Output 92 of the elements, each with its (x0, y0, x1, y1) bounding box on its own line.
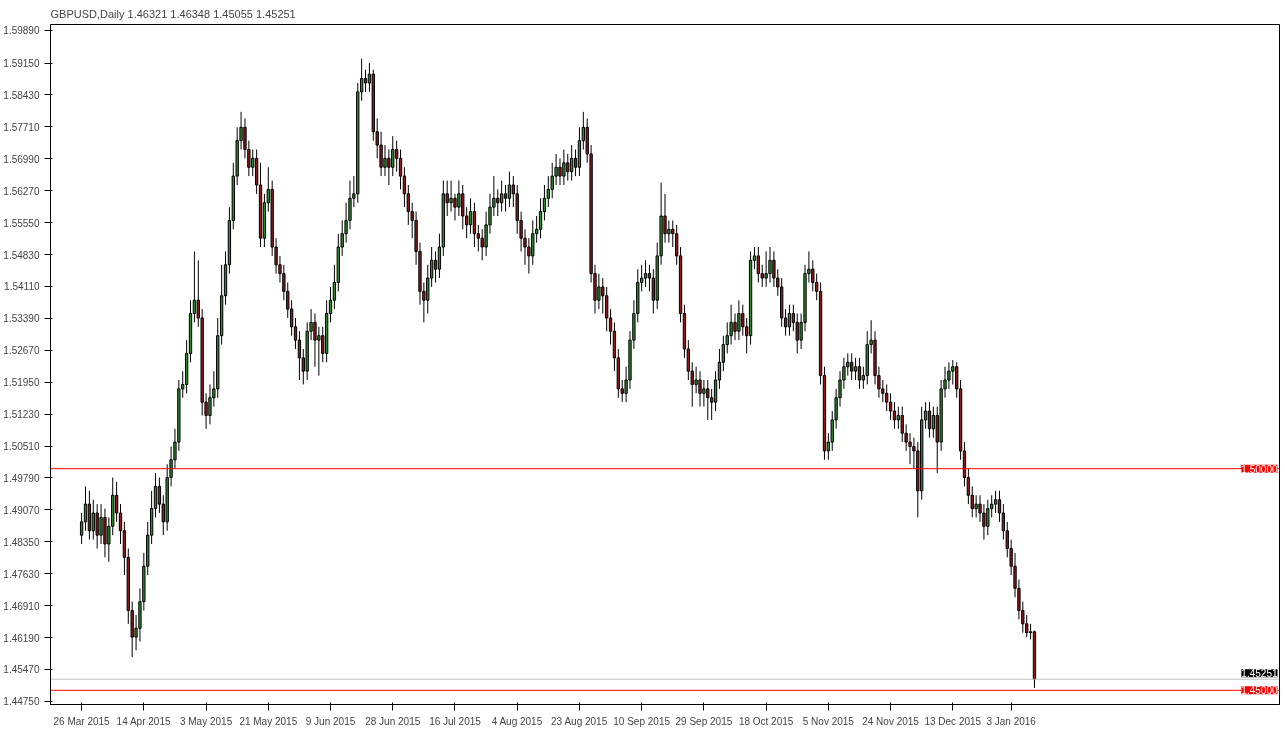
y-tick-label: 1.53390 (3, 313, 40, 325)
x-tick-label: 21 May 2015 (239, 715, 298, 727)
ref-line-label: 1.45251 (1241, 668, 1278, 680)
y-tick-label: 1.48350 (3, 536, 40, 548)
ref-line-label: 1.45000 (1241, 685, 1278, 697)
x-tick-label: 13 Dec 2015 (924, 715, 982, 727)
x-tick-label: 28 Jun 2015 (365, 715, 421, 727)
candlestick (538, 197, 543, 239)
candlestick (449, 180, 453, 213)
y-tick-label: 1.50510 (3, 441, 40, 453)
y-tick-label: 1.44750 (3, 696, 40, 708)
candlestick (694, 366, 698, 394)
candlestick (99, 503, 103, 545)
candlestick (472, 202, 477, 248)
candlestick (597, 273, 601, 310)
candlestick (317, 326, 321, 377)
candlestick (667, 219, 671, 244)
candlestick (768, 246, 772, 283)
candlestick (297, 330, 302, 381)
candlestick (974, 494, 978, 518)
candlestick (733, 313, 737, 341)
ref-line-label: 1.50000 (1241, 463, 1278, 475)
x-tick-label: 18 Oct 2015 (738, 715, 794, 727)
candlestick (496, 188, 500, 217)
candlestick (95, 503, 99, 549)
x-tick-label: 24 Nov 2015 (862, 715, 920, 727)
y-tick-label: 1.49790 (3, 472, 40, 484)
y-tick-label: 1.51230 (3, 409, 40, 421)
candlestick (993, 490, 998, 514)
x-tick-label: 3 May 2015 (179, 715, 233, 727)
y-tick-label: 1.47630 (3, 568, 40, 580)
chart-title: GBPUSD,Daily 1.46321 1.46348 1.45055 1.45251 (50, 7, 296, 20)
candlestick (398, 149, 403, 190)
x-tick-label: 14 Apr 2015 (116, 715, 171, 727)
y-tick-label: 1.58430 (3, 89, 40, 101)
x-tick-label: 4 Aug 2015 (491, 715, 543, 727)
y-tick-label: 1.59150 (3, 58, 40, 70)
candlestick (480, 228, 484, 261)
y-tick-label: 1.49070 (3, 504, 40, 516)
candlestick (558, 157, 562, 186)
candlestick (433, 250, 438, 283)
x-tick-label: 9 Jun 2015 (305, 715, 356, 727)
y-tick-label: 1.52670 (3, 345, 40, 357)
candlestick (927, 401, 932, 439)
candlestick (387, 149, 391, 186)
y-tick-label: 1.56990 (3, 153, 40, 165)
candlestick (764, 250, 768, 288)
candlestick (546, 175, 550, 208)
candlestick (566, 153, 570, 182)
candlestick (896, 406, 901, 430)
candlestick (468, 197, 473, 235)
y-tick-label: 1.54830 (3, 249, 40, 261)
x-tick-label: 23 Aug 2015 (551, 715, 608, 727)
candlestick (986, 499, 990, 536)
candlestick (363, 69, 368, 93)
y-tick-label: 1.46190 (3, 632, 40, 644)
y-tick-label: 1.55550 (3, 217, 40, 229)
y-tick-label: 1.45470 (3, 664, 40, 676)
candlestick (503, 184, 508, 213)
y-tick-label: 1.46910 (3, 600, 40, 612)
candlestick (737, 299, 741, 341)
x-tick-label: 10 Sep 2015 (613, 715, 671, 727)
candlestick (702, 379, 706, 408)
y-tick-label: 1.51950 (3, 377, 40, 389)
x-tick-label: 5 Nov 2015 (802, 715, 855, 727)
candlestick (83, 485, 88, 532)
candlestick (857, 357, 862, 390)
candlestick (499, 180, 504, 213)
candlestick (394, 140, 399, 173)
candlestick (457, 180, 461, 217)
candlestick (756, 246, 761, 283)
candlestick (698, 370, 702, 408)
candlestick (562, 149, 566, 186)
candlestick (892, 401, 897, 430)
candlestick (888, 392, 893, 421)
x-tick-label: 3 Jan 2016 (986, 715, 1037, 727)
candlestick (1025, 614, 1029, 638)
y-tick-label: 1.57710 (3, 121, 40, 133)
x-tick-label: 16 Jul 2015 (429, 715, 482, 727)
candlestick (706, 379, 710, 421)
y-tick-label: 1.54110 (4, 281, 40, 293)
x-tick-label: 29 Sep 2015 (675, 715, 733, 727)
candlestick (850, 352, 854, 381)
candlestick (604, 286, 609, 332)
x-tick-label: 26 Mar 2015 (53, 715, 111, 727)
candlestick (643, 259, 648, 288)
candlestick (91, 499, 95, 541)
y-tick-label: 1.59890 (3, 25, 40, 37)
candlestick (853, 357, 858, 381)
y-tick-label: 1.56270 (3, 185, 40, 197)
candlestick (383, 144, 387, 177)
candlestick (507, 171, 512, 208)
